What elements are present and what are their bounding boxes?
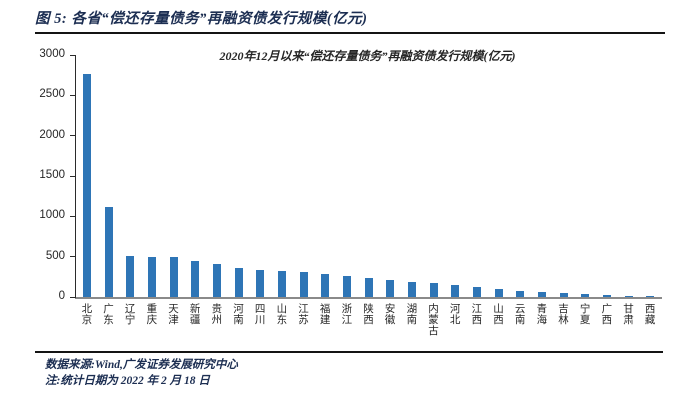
figure-caption: 图 5: 各省“偿还存量债务”再融资债发行规模(亿元) xyxy=(35,11,368,27)
x-axis-label: 山东 xyxy=(276,304,288,326)
bar xyxy=(451,284,460,297)
bar xyxy=(256,269,265,297)
y-axis-tick-label: 1000 xyxy=(39,209,65,222)
x-axis-label: 贵州 xyxy=(211,304,223,326)
bar xyxy=(126,256,135,297)
x-axis-label: 新疆 xyxy=(189,304,201,326)
x-axis-line xyxy=(74,297,662,299)
x-axis-label: 宁夏 xyxy=(579,304,591,326)
y-axis-tick xyxy=(70,135,76,137)
bar xyxy=(624,296,633,297)
bar xyxy=(646,296,655,297)
bar xyxy=(602,295,611,297)
statistics-date-note: 注:统计日期为 2022 年 2 月 18 日 xyxy=(45,375,210,387)
y-axis-tick xyxy=(70,94,76,96)
bar xyxy=(191,260,200,297)
x-axis-label: 福建 xyxy=(319,304,331,326)
y-axis-tick-label: 1500 xyxy=(39,169,65,181)
x-axis-label: 云南 xyxy=(514,304,526,326)
x-axis-label: 安徽 xyxy=(384,304,396,326)
x-axis-label: 四川 xyxy=(254,304,266,326)
bar xyxy=(212,264,221,297)
bar xyxy=(581,294,590,297)
bar xyxy=(472,286,481,297)
y-axis-tick xyxy=(70,175,76,177)
x-axis-label: 广西 xyxy=(601,304,613,326)
x-axis-label: 天津 xyxy=(168,304,179,326)
x-axis-label: 吉林 xyxy=(558,304,569,326)
bar xyxy=(299,271,308,297)
x-axis-label: 江西 xyxy=(471,304,483,326)
top-divider xyxy=(35,32,665,34)
bar xyxy=(364,278,373,297)
y-axis-tick-label: 0 xyxy=(58,290,65,302)
bar xyxy=(342,276,351,297)
y-axis-tick xyxy=(70,296,76,298)
y-axis-tick-label: 500 xyxy=(45,249,65,262)
y-axis-tick-label: 2500 xyxy=(39,88,65,101)
bar xyxy=(386,280,395,297)
bottom-divider xyxy=(35,351,663,353)
x-axis-label: 青海 xyxy=(536,304,548,326)
x-axis-label: 广东 xyxy=(103,304,114,326)
bar xyxy=(559,292,568,297)
plot-area: 0 500 1000 1500 2000 2500 3000 北京 广东 辽宁 重庆 天津 新疆 贵州 河南… xyxy=(39,48,662,337)
x-axis-label: 辽宁 xyxy=(124,304,136,326)
bar xyxy=(147,256,156,297)
x-axis-label: 西藏 xyxy=(644,304,656,326)
bar xyxy=(407,282,416,297)
bar xyxy=(321,273,330,297)
y-axis-tick xyxy=(70,54,76,56)
x-axis-label: 山西 xyxy=(493,304,504,326)
bar xyxy=(169,257,178,297)
x-axis-label: 江苏 xyxy=(298,304,309,326)
x-axis-label: 北京 xyxy=(81,304,93,326)
data-source-note: 数据来源:Wind,广发证券发展研究中心 xyxy=(45,359,238,371)
y-axis-tick-label: 3000 xyxy=(39,48,65,60)
x-axis-label: 陕西 xyxy=(363,304,374,326)
x-axis-label: 甘肃 xyxy=(623,304,634,326)
bar xyxy=(494,288,503,297)
x-axis-label: 重庆 xyxy=(146,304,158,326)
bar xyxy=(234,268,243,297)
x-axis-label: 浙江 xyxy=(341,304,353,326)
y-axis-tick xyxy=(70,215,76,217)
bar xyxy=(516,290,525,297)
y-axis-tick-label: 2000 xyxy=(39,128,65,141)
y-axis-tick xyxy=(70,256,76,258)
bar xyxy=(82,73,91,297)
bar xyxy=(429,282,438,297)
bar xyxy=(277,271,286,297)
bar xyxy=(104,207,113,297)
x-axis-label: 河南 xyxy=(233,304,244,326)
x-axis-label: 湖南 xyxy=(406,304,418,326)
x-axis-label: 河北 xyxy=(449,304,461,326)
bar xyxy=(537,291,546,297)
x-axis-label: 内蒙古 xyxy=(428,304,439,337)
chart-title: 2020年12月以来“偿还存量债务”再融资债发行规模(亿元) xyxy=(219,49,516,63)
